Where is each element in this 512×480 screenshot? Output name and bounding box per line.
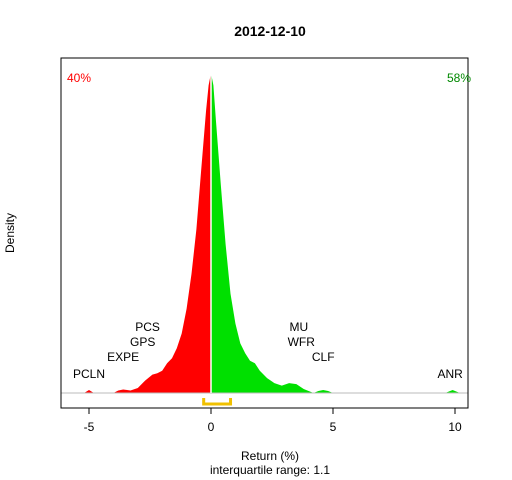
x-tick-label: 5 bbox=[330, 420, 337, 434]
stock-label: GPS bbox=[130, 335, 155, 349]
stock-label: MU bbox=[290, 320, 309, 334]
stock-label: PCLN bbox=[73, 367, 105, 381]
y-axis-label: Density bbox=[3, 213, 17, 253]
x-tick-label: 10 bbox=[448, 420, 462, 434]
stock-label: CLF bbox=[312, 350, 335, 364]
stock-label: EXPE bbox=[107, 350, 139, 364]
stock-label: PCS bbox=[135, 320, 160, 334]
density-negative-area bbox=[84, 73, 211, 393]
x-axis: -5 0 5 10 bbox=[84, 408, 462, 434]
percent-positive-label: 58% bbox=[447, 71, 471, 85]
plot-frame bbox=[60, 57, 469, 409]
percent-negative-label: 40% bbox=[67, 71, 91, 85]
stock-label: WFR bbox=[288, 335, 316, 349]
chart-subtitle: interquartile range: 1.1 bbox=[210, 463, 330, 477]
x-tick-label: 0 bbox=[208, 420, 215, 434]
chart-title: 2012-12-10 bbox=[234, 23, 306, 39]
density-positive-area bbox=[211, 73, 460, 393]
x-tick-label: -5 bbox=[84, 420, 95, 434]
plot-area bbox=[61, 73, 468, 406]
x-axis-label: Return (%) bbox=[241, 449, 299, 463]
stock-label: ANR bbox=[437, 367, 463, 381]
iqr-bracket bbox=[202, 398, 233, 406]
